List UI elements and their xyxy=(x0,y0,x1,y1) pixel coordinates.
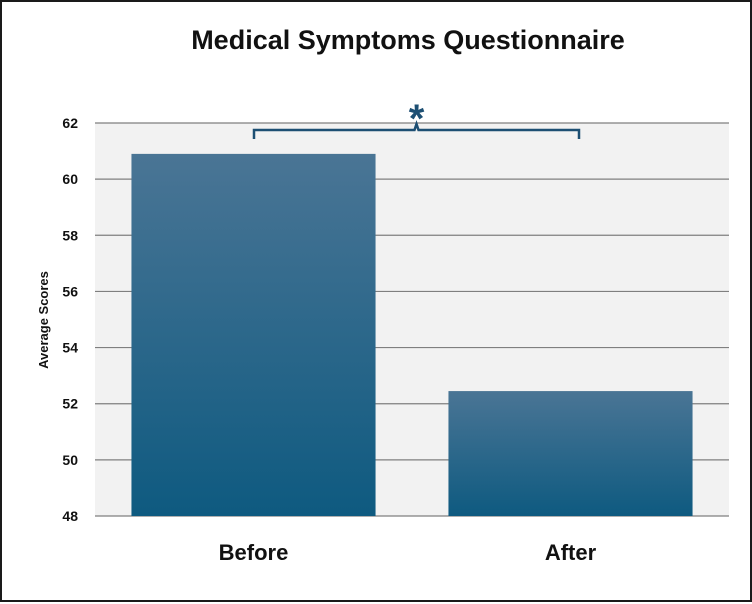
significance-bracket xyxy=(252,120,581,139)
y-tick-label: 58 xyxy=(62,227,78,243)
y-tick-label: 52 xyxy=(62,396,78,412)
bars xyxy=(131,153,693,516)
significance-star: * xyxy=(409,97,425,141)
bar-after xyxy=(448,391,693,516)
y-tick-label: 62 xyxy=(62,115,78,131)
y-axis-label: Average Scores xyxy=(36,271,51,369)
x-category-label: After xyxy=(545,540,597,565)
x-axis-labels: Before After xyxy=(219,540,597,565)
chart-title: Medical Symptoms Questionnaire xyxy=(191,25,625,55)
y-tick-label: 54 xyxy=(62,340,78,356)
y-tick-label: 56 xyxy=(62,283,78,299)
y-axis-ticks: 48 50 52 54 56 58 60 62 xyxy=(62,115,78,524)
bar-before xyxy=(131,153,376,516)
x-category-label: Before xyxy=(219,540,289,565)
y-tick-label: 48 xyxy=(62,508,78,524)
y-tick-label: 50 xyxy=(62,452,78,468)
y-tick-label: 60 xyxy=(62,171,78,187)
significance-annotation: * xyxy=(252,97,581,141)
